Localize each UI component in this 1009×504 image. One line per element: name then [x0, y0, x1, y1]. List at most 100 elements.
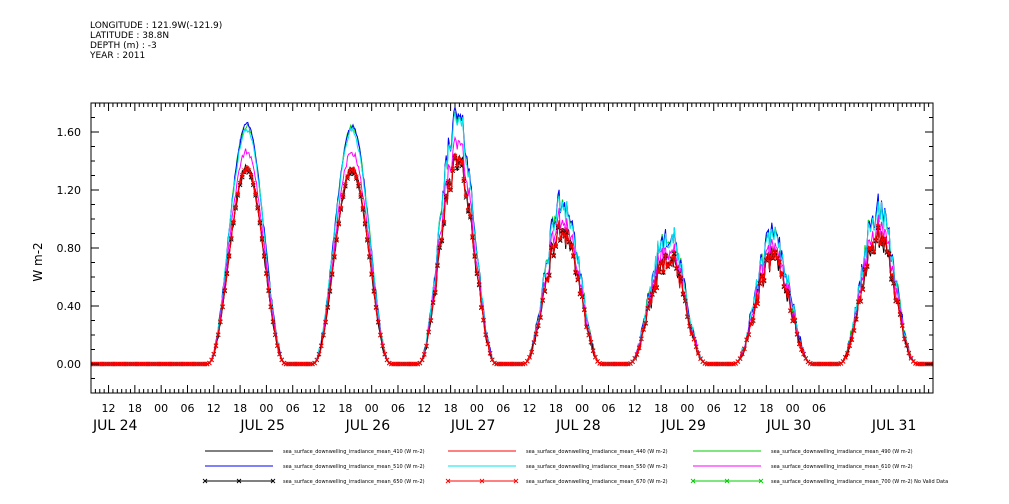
series-marker	[590, 348, 596, 353]
x-tick-label: 06	[391, 402, 405, 415]
series-marker	[222, 287, 228, 293]
series-marker	[275, 343, 280, 348]
series-marker	[845, 350, 850, 356]
series-marker	[899, 322, 905, 328]
x-tick-label: 12	[733, 402, 747, 415]
series-marker	[873, 237, 879, 243]
series-marker	[432, 289, 438, 295]
series-marker	[478, 304, 484, 310]
series-marker	[779, 271, 785, 277]
series-marker	[674, 265, 679, 271]
series-marker	[384, 357, 390, 363]
series-marker	[446, 178, 451, 184]
series-marker	[906, 350, 912, 356]
series-marker	[218, 319, 223, 324]
series-marker	[266, 287, 271, 293]
series-marker	[250, 180, 256, 186]
x-tick-label: 12	[628, 402, 642, 415]
legend-label: sea_surface_downwelling_irradiance_mean_…	[283, 479, 425, 485]
series-marker	[277, 351, 282, 357]
series-marker	[579, 293, 585, 299]
legend-label: sea_surface_downwelling_irradiance_mean_…	[283, 464, 425, 470]
x-date-label: JUL 30	[766, 418, 811, 434]
legend-marker	[758, 478, 764, 484]
series-marker	[459, 161, 464, 167]
series-marker	[656, 268, 662, 274]
series-marker	[889, 276, 894, 281]
series-marker	[329, 271, 335, 276]
series-marker	[472, 253, 478, 258]
series-marker	[849, 337, 855, 342]
series-marker	[419, 357, 425, 363]
series-marker	[634, 352, 640, 357]
legend-label: sea_surface_downwelling_irradiance_mean_…	[771, 449, 913, 455]
legend-item: sea_surface_downwelling_irradiance_mean_…	[445, 478, 668, 485]
series-marker	[696, 351, 701, 356]
series-marker	[316, 351, 322, 357]
x-date-label: JUL 28	[555, 418, 600, 434]
x-tick-label: 12	[417, 402, 431, 415]
series-marker	[542, 288, 548, 294]
series-marker	[735, 359, 741, 364]
series-marker	[378, 332, 383, 338]
legend-marker	[445, 478, 451, 484]
series-marker	[351, 169, 357, 175]
series-marker	[314, 357, 320, 363]
series-5	[91, 112, 933, 365]
series-marker	[489, 357, 495, 363]
series-marker	[340, 192, 346, 198]
series-marker	[474, 270, 480, 276]
series-marker	[761, 277, 767, 283]
legend-item: sea_surface_downwelling_irradiance_mean_…	[693, 449, 913, 455]
year-text: YEAR : 2011	[90, 51, 146, 61]
series-marker	[781, 283, 787, 289]
x-tick-label: 00	[786, 402, 800, 415]
series-marker	[658, 260, 664, 265]
series-marker	[356, 182, 361, 187]
x-tick-label: 18	[233, 402, 247, 415]
series-marker	[645, 305, 651, 311]
x-tick-label: 12	[312, 402, 326, 415]
series-marker	[687, 323, 692, 329]
series-marker	[529, 349, 535, 355]
x-tick-label: 06	[707, 402, 721, 415]
series-marker	[353, 174, 359, 179]
series-marker	[325, 304, 331, 310]
series-marker	[364, 236, 370, 242]
legend-label: sea_surface_downwelling_irradiance_mean_…	[771, 464, 913, 470]
series-marker	[586, 332, 592, 338]
series-marker	[336, 220, 342, 226]
series-marker	[463, 193, 469, 199]
series-8	[91, 153, 933, 367]
series-marker	[546, 272, 552, 277]
legend-label: sea_surface_downwelling_irradiance_mean_…	[526, 464, 668, 470]
legend-marker	[690, 478, 696, 484]
series-7	[91, 155, 933, 367]
series-marker	[264, 270, 269, 276]
axis-layer: 0.00 0.40 0.80 1.20 1.60 12 18 00 06 12 18 00 06 12 18…	[57, 102, 934, 434]
legend-marker	[513, 478, 519, 484]
series-marker	[551, 252, 556, 258]
series-4	[91, 106, 933, 365]
series-marker	[860, 286, 866, 292]
series-marker	[770, 255, 776, 260]
series-marker	[853, 316, 859, 322]
series-marker	[454, 165, 460, 171]
legend-marker	[270, 478, 276, 484]
series-marker	[582, 307, 587, 312]
series-marker	[744, 337, 749, 342]
series-marker	[869, 245, 874, 251]
series-marker	[549, 244, 554, 249]
series-marker	[571, 253, 576, 258]
series-marker	[356, 183, 361, 189]
series-marker	[755, 300, 760, 306]
series-marker	[671, 251, 677, 257]
y-tick-label: 0.80	[57, 242, 82, 255]
series-marker	[334, 236, 339, 242]
series-marker	[454, 163, 460, 169]
x-tick-label: 00	[680, 402, 694, 415]
series-marker	[652, 287, 657, 293]
x-date-label: JUL 27	[450, 418, 495, 434]
series-marker	[555, 224, 561, 229]
